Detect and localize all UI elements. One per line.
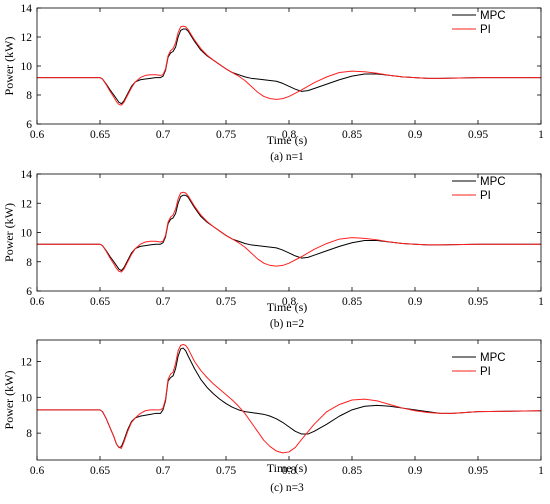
y-tick-label: 10 bbox=[21, 228, 33, 240]
panel-caption: (c) n=3 bbox=[270, 482, 304, 494]
x-tick-label: 0.95 bbox=[468, 296, 488, 308]
x-tick-label: 0.8 bbox=[282, 296, 297, 308]
x-tick-label: 0.7 bbox=[156, 129, 171, 141]
x-tick-label: 0.9 bbox=[408, 465, 423, 477]
x-axis-label: Time (s) bbox=[267, 461, 308, 475]
y-axis-label: Power (kW) bbox=[2, 371, 16, 430]
series-line-mpc-1 bbox=[37, 28, 541, 105]
x-tick-label: 0.65 bbox=[90, 465, 110, 477]
y-tick-label: 8 bbox=[26, 428, 32, 440]
y-tick-label: 6 bbox=[26, 119, 32, 131]
x-tick-label: 1 bbox=[538, 465, 544, 477]
legend-label-pi: PI bbox=[480, 190, 491, 202]
x-axis-label: Time (s) bbox=[267, 133, 308, 147]
legend-label-pi: PI bbox=[480, 366, 491, 378]
x-tick-label: 0.75 bbox=[216, 129, 236, 141]
x-tick-label: 0.8 bbox=[282, 465, 297, 477]
y-tick-label: 12 bbox=[21, 356, 33, 368]
y-tick-label: 8 bbox=[26, 90, 32, 102]
y-tick-label: 14 bbox=[21, 169, 33, 181]
y-tick-label: 8 bbox=[26, 257, 32, 269]
x-tick-label: 1 bbox=[538, 129, 544, 141]
series-line-pi-2 bbox=[37, 191, 541, 273]
x-tick-label: 0.6 bbox=[30, 296, 45, 308]
y-tick-label: 12 bbox=[21, 32, 33, 44]
x-tick-label: 0.75 bbox=[216, 296, 236, 308]
x-tick-label: 0.6 bbox=[30, 465, 45, 477]
series-line-mpc-2 bbox=[37, 194, 541, 272]
y-tick-label: 14 bbox=[21, 3, 33, 15]
panel-caption: (b) n=2 bbox=[270, 318, 305, 330]
x-tick-label: 0.9 bbox=[408, 129, 423, 141]
chart-panel-3: 0.6 0.65 0.7 0.75 0.8 0.85 0.9 0.95 1 8 10 12 Time (… bbox=[2, 339, 544, 494]
series-line-pi-1 bbox=[37, 25, 541, 106]
plot-frame-1 bbox=[36, 7, 542, 125]
y-axis-label: Power (kW) bbox=[2, 203, 16, 262]
x-tick-label: 1 bbox=[538, 296, 544, 308]
series-line-pi-3 bbox=[37, 343, 541, 454]
y-tick-label: 10 bbox=[21, 61, 33, 73]
x-tick-label: 0.85 bbox=[342, 296, 362, 308]
x-tick-label: 0.85 bbox=[342, 465, 362, 477]
x-tick-label: 0.7 bbox=[156, 465, 171, 477]
legend-1: MPC PI bbox=[452, 10, 506, 36]
chart-panel-1: 0.6 0.65 0.7 0.75 0.8 0.85 0.9 0.95 1 6 8 10 12 14 Tim… bbox=[2, 3, 544, 163]
legend-label-pi: PI bbox=[480, 24, 491, 36]
panel-caption: (a) n=1 bbox=[270, 151, 304, 163]
x-tick-label: 0.9 bbox=[408, 296, 423, 308]
chart-panel-2: 0.6 0.65 0.7 0.75 0.8 0.85 0.9 0.95 1 6 8 10 12 14 Tim… bbox=[2, 169, 544, 330]
legend-3: MPC PI bbox=[452, 352, 506, 378]
plot-frame-2 bbox=[36, 173, 542, 292]
x-tick-label: 0.85 bbox=[342, 129, 362, 141]
x-tick-label: 0.65 bbox=[90, 296, 110, 308]
x-tick-label: 0.75 bbox=[216, 465, 236, 477]
legend-label-mpc: MPC bbox=[480, 10, 506, 22]
y-axis-label: Power (kW) bbox=[2, 37, 16, 96]
plot-frame-3 bbox=[36, 339, 542, 461]
x-axis-label: Time (s) bbox=[267, 300, 308, 314]
y-tick-label: 12 bbox=[21, 198, 33, 210]
x-tick-label: 0.95 bbox=[468, 129, 488, 141]
series-line-mpc-3 bbox=[37, 347, 541, 448]
x-tick-label: 0.8 bbox=[282, 129, 297, 141]
y-tick-label: 10 bbox=[21, 392, 33, 404]
legend-label-mpc: MPC bbox=[480, 176, 506, 188]
y-tick-label: 6 bbox=[26, 286, 32, 298]
x-tick-label: 0.95 bbox=[468, 465, 488, 477]
x-tick-label: 0.6 bbox=[30, 129, 45, 141]
legend-2: MPC PI bbox=[452, 176, 506, 202]
x-tick-label: 0.7 bbox=[156, 296, 171, 308]
x-tick-label: 0.65 bbox=[90, 129, 110, 141]
legend-label-mpc: MPC bbox=[480, 352, 506, 364]
